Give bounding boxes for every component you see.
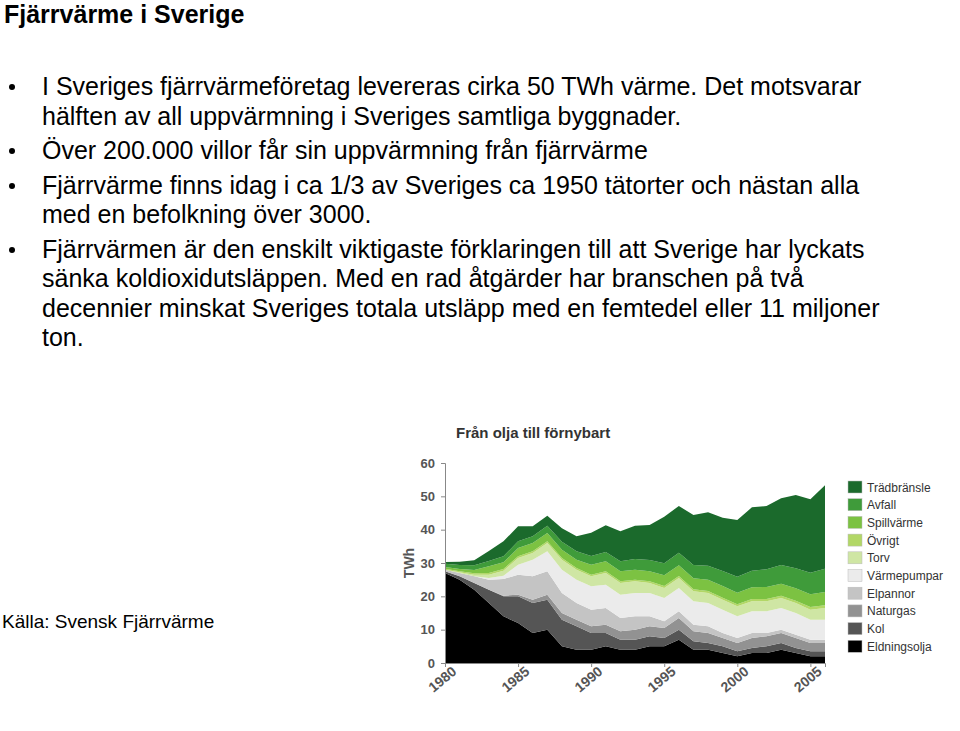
legend-item: Trädbränsle xyxy=(848,481,931,495)
legend-item: Eldningsolja xyxy=(848,640,932,654)
chart: 0 10 20 30 40 50 60 1980 1985 1990 1995 2000 2005 Frå… xyxy=(0,0,960,731)
y-tick-label: 0 xyxy=(428,656,435,671)
legend-swatch xyxy=(848,516,862,528)
x-tick-label: 2000 xyxy=(718,663,752,695)
legend-label: Naturgas xyxy=(867,604,916,618)
y-tick-mark xyxy=(441,563,445,564)
legend-item: Kol xyxy=(848,622,884,636)
legend-item: Värmepumpar xyxy=(848,569,943,583)
y-tick-mark xyxy=(441,530,445,531)
chart-title: Från olja till förnybart xyxy=(456,424,610,441)
bullet: Över 200.000 villor får sin uppvärmning … xyxy=(42,136,914,166)
legend-item: Elpannor xyxy=(848,587,915,601)
x-tick: 2005 xyxy=(791,663,825,695)
plot-area xyxy=(445,485,825,663)
legend: Trädbränsle Avfall Spillvärme Övrigt Torv Vär… xyxy=(848,481,943,654)
x-axis: 1980 1985 1990 1995 2000 2005 xyxy=(425,663,825,695)
legend-label: Övrigt xyxy=(867,534,900,548)
legend-label: Elpannor xyxy=(867,587,915,601)
y-tick: 30 xyxy=(421,556,445,571)
y-tick: 50 xyxy=(421,489,445,504)
x-tick-label: 1980 xyxy=(425,663,459,695)
y-tick: 60 xyxy=(421,456,445,471)
y-tick-label: 50 xyxy=(421,489,435,504)
slide-title: Fjärrvärme i Sverige xyxy=(4,0,244,29)
y-tick-mark xyxy=(441,630,445,631)
legend-item: Övrigt xyxy=(848,534,900,548)
x-tick: 2000 xyxy=(718,663,752,695)
legend-label: Värmepumpar xyxy=(867,569,943,583)
x-axis-line xyxy=(446,664,826,668)
bullet: Fjärrvärme finns idag i ca 1/3 av Sverig… xyxy=(42,171,914,230)
legend-label: Torv xyxy=(867,551,890,565)
y-tick-label: 60 xyxy=(421,456,435,471)
x-tick-label: 1985 xyxy=(498,663,532,695)
legend-swatch xyxy=(848,534,862,546)
legend-label: Kol xyxy=(867,622,884,636)
legend-swatch xyxy=(848,640,862,652)
legend-swatch xyxy=(848,481,862,493)
source-note: Källa: Svensk Fjärrvärme xyxy=(2,611,214,633)
x-tick: 1990 xyxy=(571,663,605,695)
x-tick-label: 1990 xyxy=(571,663,605,695)
y-tick: 10 xyxy=(421,622,445,637)
x-tick-label: 1995 xyxy=(644,663,678,695)
y-axis-line xyxy=(441,464,446,664)
y-tick-label: 30 xyxy=(421,556,435,571)
x-tick: 1980 xyxy=(425,663,459,695)
bullet-list: I Sveriges fjärrvärmeföretag levereras c… xyxy=(42,72,914,358)
y-tick-label: 10 xyxy=(421,622,435,637)
x-tick-label: 2005 xyxy=(791,663,825,695)
area-series xyxy=(445,485,825,576)
legend-item: Naturgas xyxy=(848,604,916,618)
legend-label: Trädbränsle xyxy=(867,481,931,495)
y-tick-label: 40 xyxy=(421,522,435,537)
legend-swatch xyxy=(848,570,862,582)
y-tick-mark xyxy=(441,463,445,464)
y-tick-mark xyxy=(441,496,445,497)
y-tick-mark xyxy=(441,596,445,597)
y-tick: 20 xyxy=(421,589,445,604)
y-tick: 40 xyxy=(421,522,445,537)
legend-swatch xyxy=(848,605,862,617)
legend-item: Spillvärme xyxy=(848,516,923,530)
y-axis-title: TWh xyxy=(401,548,417,578)
y-axis: 0 10 20 30 40 50 60 xyxy=(421,456,446,671)
bullet: I Sveriges fjärrvärmeföretag levereras c… xyxy=(42,72,914,131)
legend-label: Spillvärme xyxy=(867,516,923,530)
legend-item: Torv xyxy=(848,551,890,565)
x-tick: 1985 xyxy=(498,663,532,695)
legend-item: Avfall xyxy=(848,498,896,512)
legend-swatch xyxy=(848,499,862,511)
y-tick-mark xyxy=(441,663,445,664)
legend-swatch xyxy=(848,552,862,564)
legend-swatch xyxy=(848,623,862,635)
legend-label: Avfall xyxy=(867,498,896,512)
legend-label: Eldningsolja xyxy=(867,640,932,654)
legend-swatch xyxy=(848,587,862,599)
bullet: Fjärrvärmen är den enskilt viktigaste fö… xyxy=(42,235,914,353)
x-tick: 1995 xyxy=(644,663,678,695)
y-tick-label: 20 xyxy=(421,589,435,604)
